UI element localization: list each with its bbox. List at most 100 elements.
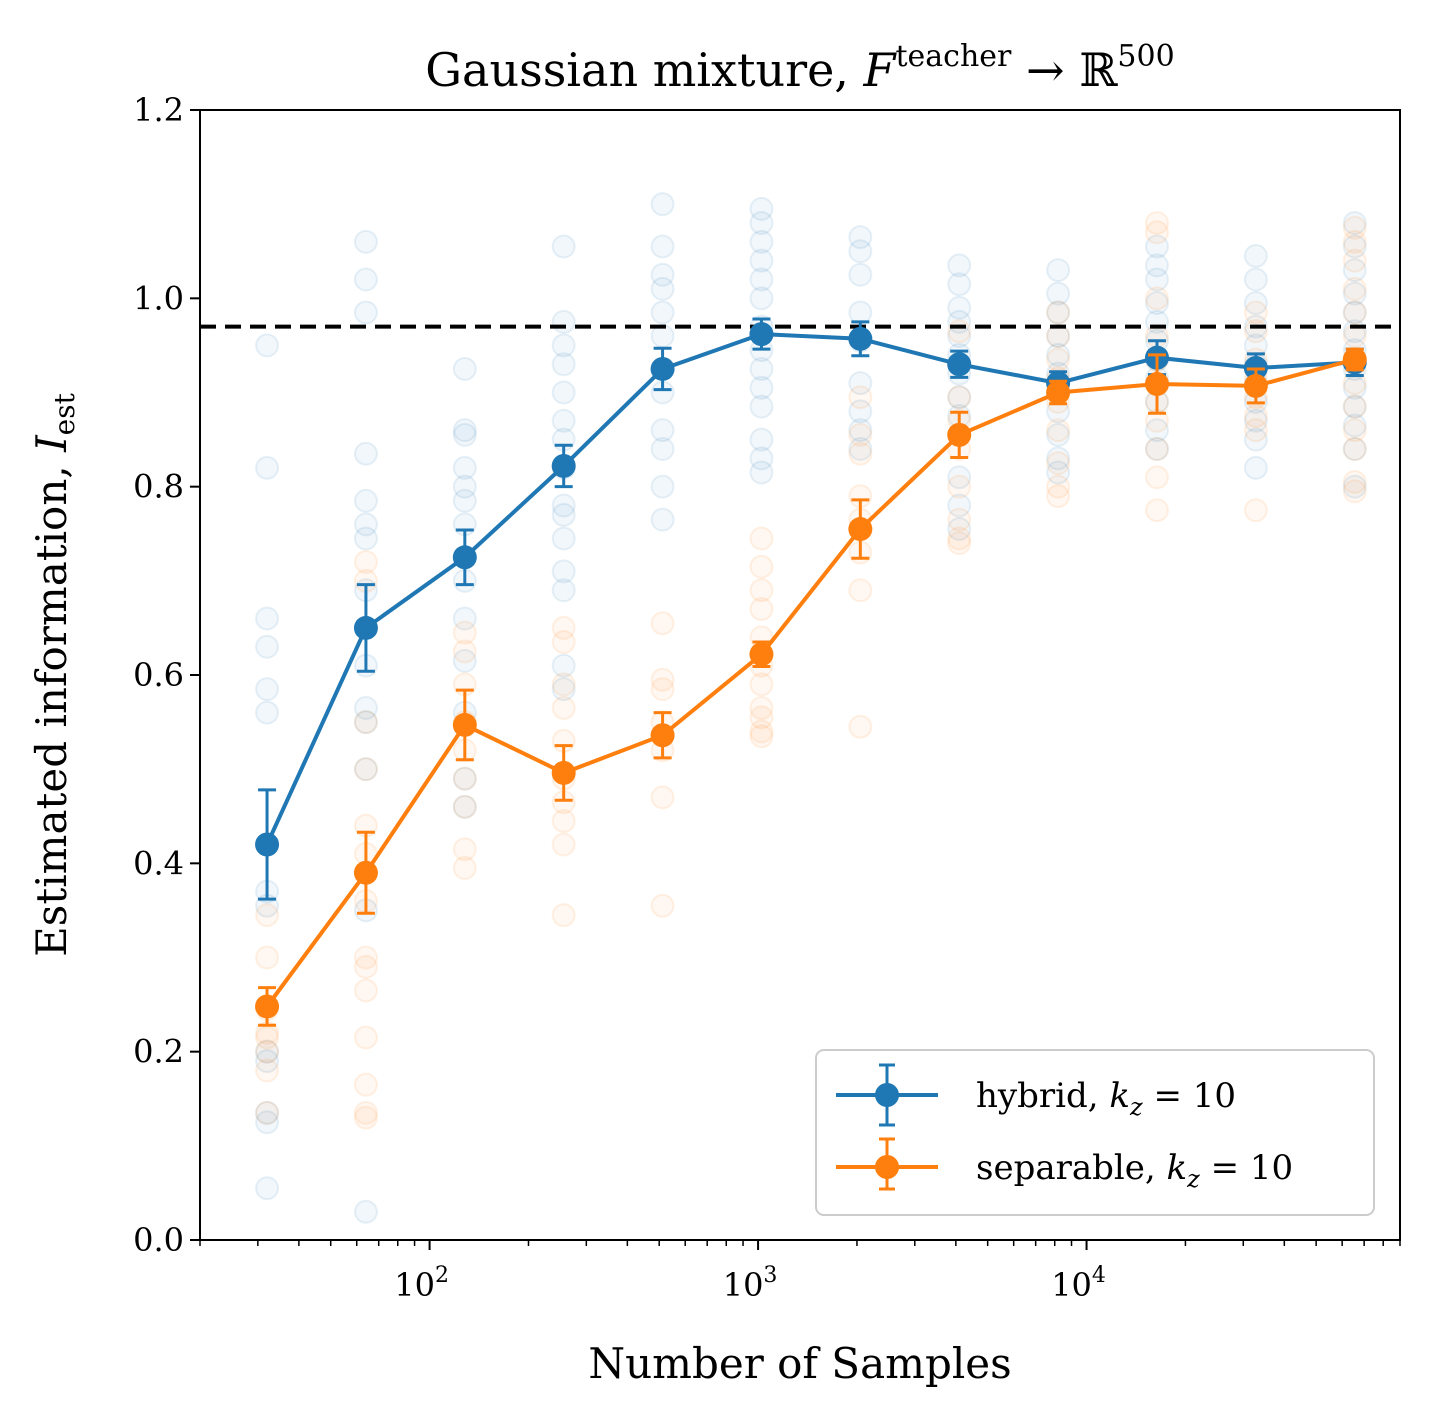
scatter-point-hybrid <box>353 1199 378 1224</box>
scatter-point-separable <box>1243 319 1268 344</box>
data-point-separable <box>749 642 774 667</box>
x-tick-label: 104 <box>1051 1263 1106 1304</box>
scatter-point-hybrid <box>1144 267 1169 292</box>
legend: hybrid, kz = 10 separable, kz = 10 <box>815 1049 1375 1216</box>
scatter-point-separable <box>848 422 873 447</box>
scatter-point-hybrid <box>1046 300 1071 325</box>
scatter-point-separable <box>1243 498 1268 523</box>
scatter-point-hybrid <box>353 512 378 537</box>
scatter-point-hybrid <box>650 234 675 259</box>
scatter-point-separable <box>1144 498 1169 523</box>
scatter-point-hybrid <box>650 507 675 532</box>
x-tick-exponent: 2 <box>435 1263 449 1288</box>
scatter-point-hybrid <box>1243 455 1268 480</box>
scatter-point-hybrid <box>255 700 280 725</box>
scatter-point-hybrid <box>1342 211 1367 235</box>
scatter-point-hybrid <box>353 300 378 325</box>
scatter-point-separable <box>353 978 378 1003</box>
x-tick-label: 102 <box>394 1263 449 1304</box>
legend-separable-name: separable, <box>976 1148 1167 1188</box>
data-point-hybrid <box>947 352 972 377</box>
scatter-point-hybrid <box>551 380 576 405</box>
scatter-point-separable <box>749 597 774 622</box>
scatter-point-hybrid <box>1144 418 1169 443</box>
scatter-point-separable <box>1144 211 1169 235</box>
legend-label-separable: separable, kz = 10 <box>976 1148 1293 1193</box>
scatter-point-separable <box>353 945 378 970</box>
scatter-point-separable <box>551 832 576 857</box>
scatter-point-separable <box>947 319 972 344</box>
scatter-point-hybrid <box>551 653 576 678</box>
scatter-point-hybrid <box>1046 422 1071 447</box>
scatter-point-hybrid <box>650 300 675 325</box>
scatter-point-separable <box>452 639 477 664</box>
data-point-hybrid <box>452 545 477 570</box>
scatter-point-separable <box>947 526 972 551</box>
scatter-point-separable <box>452 620 477 645</box>
scatter-point-hybrid <box>551 352 576 377</box>
scatter-point-hybrid <box>1243 243 1268 268</box>
scatter-point-hybrid <box>1144 234 1169 259</box>
scatter-point-hybrid <box>551 502 576 527</box>
scatter-point-hybrid <box>255 455 280 480</box>
scatter-point-separable <box>1144 465 1169 490</box>
scatter-point-hybrid <box>1342 281 1367 306</box>
scatter-point-hybrid <box>749 356 774 381</box>
scatter-point-hybrid <box>452 356 477 381</box>
data-point-separable <box>1243 373 1268 398</box>
scatter-point-separable <box>1144 286 1169 311</box>
scatter-point-separable <box>1342 229 1367 254</box>
legend-hybrid-eq: = 10 <box>1143 1076 1236 1116</box>
scatter-point-separable <box>749 526 774 551</box>
x-tick-label: 103 <box>723 1263 778 1304</box>
scatter-point-separable <box>353 1025 378 1050</box>
legend-separable-sub: z <box>1186 1165 1200 1193</box>
scatter-point-hybrid <box>255 1039 280 1064</box>
scatter-point-hybrid <box>650 437 675 461</box>
scatter-point-separable <box>749 724 774 749</box>
legend-marker-hybrid <box>875 1083 899 1107</box>
y-tick-label: 0.4 <box>133 844 184 882</box>
legend-hybrid-sub: z <box>1129 1093 1143 1121</box>
scatter-point-hybrid <box>551 559 576 584</box>
scatter-point-separable <box>749 705 774 730</box>
scatter-point-hybrid <box>1243 408 1268 433</box>
scatter-point-hybrid <box>255 1100 280 1125</box>
scatter-point-separable <box>1243 300 1268 325</box>
scatter-point-separable <box>551 903 576 928</box>
scatter-point-hybrid <box>1342 437 1367 461</box>
scatter-point-hybrid <box>353 488 378 513</box>
scatter-point-hybrid <box>551 408 576 433</box>
scatter-point-hybrid <box>749 286 774 311</box>
scatter-point-hybrid <box>1144 437 1169 461</box>
legend-hybrid-k: k <box>1109 1076 1130 1116</box>
legend-entry-hybrid: hybrid, kz = 10 <box>836 1063 1236 1127</box>
scatter-point-hybrid <box>749 196 774 221</box>
scatter-point-separable <box>551 808 576 833</box>
series-line-hybrid <box>265 332 1355 846</box>
scatter-point-hybrid <box>452 418 477 443</box>
scatter-point-hybrid <box>848 418 873 443</box>
scatter-point-separable <box>1144 220 1169 245</box>
scatter-point-hybrid <box>353 526 378 551</box>
scatter-point-separable <box>1046 418 1071 443</box>
legend-box <box>815 1049 1375 1216</box>
scatter-point-separable <box>848 714 873 739</box>
scatter-point-hybrid <box>452 488 477 513</box>
scatter-point-hybrid <box>1243 267 1268 292</box>
scatter-point-separable <box>749 578 774 603</box>
title-sup: teacher <box>895 39 1012 74</box>
scatter-point-hybrid <box>749 248 774 273</box>
scatter-point-separable <box>650 677 675 702</box>
scatter-point-hybrid <box>848 437 873 461</box>
scatter-point-hybrid <box>947 385 972 410</box>
data-point-separable <box>353 860 378 885</box>
data-point-separable <box>1342 347 1367 372</box>
scatter-point-separable <box>353 550 378 574</box>
scatter-point-separable <box>1342 469 1367 494</box>
scatter-point-hybrid <box>1342 300 1367 325</box>
data-point-hybrid <box>848 326 873 351</box>
scatter-point-separable <box>947 531 972 556</box>
data-point-separable <box>848 517 873 542</box>
